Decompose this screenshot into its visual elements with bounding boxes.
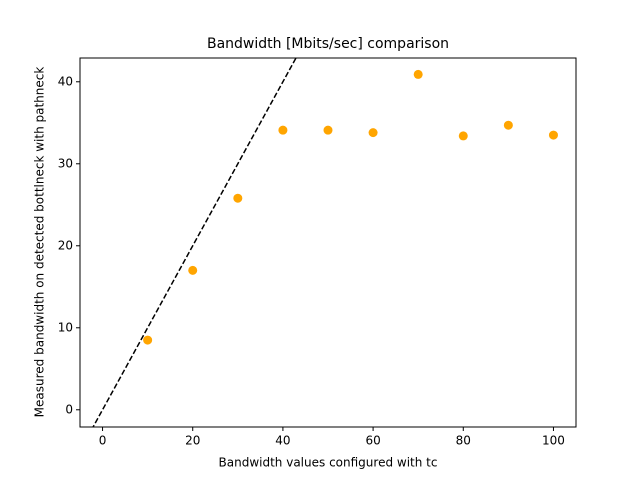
- point: [143, 335, 153, 345]
- point: [278, 125, 288, 135]
- point: [503, 120, 513, 130]
- y-tick-label: 30: [58, 156, 73, 170]
- plot-area: [92, 58, 558, 427]
- point: [413, 69, 423, 79]
- point: [548, 130, 558, 140]
- x-tick-label: 60: [365, 434, 380, 448]
- plot-frame: [79, 57, 577, 428]
- y-tick-label: 20: [58, 238, 73, 252]
- point: [233, 193, 243, 203]
- y-axis-label: Measured bandwidth on detected bottlneck…: [33, 67, 47, 418]
- y-tick-label: 0: [65, 402, 73, 416]
- x-tick-label: 40: [275, 434, 290, 448]
- x-axis-label: Bandwidth values configured with tc: [219, 456, 438, 470]
- x-tick-label: 100: [542, 434, 565, 448]
- y-tick-label: 10: [58, 320, 73, 334]
- x-tick-label: 80: [456, 434, 471, 448]
- x-tick-label: 0: [99, 434, 107, 448]
- point: [188, 265, 198, 275]
- point: [323, 125, 333, 135]
- y-tick-label: 40: [58, 74, 73, 88]
- x-tick-label: 20: [185, 434, 200, 448]
- reference-line: [92, 58, 297, 427]
- point: [368, 128, 378, 138]
- chart-title: Bandwidth [Mbits/sec] comparison: [207, 36, 449, 52]
- point: [458, 131, 468, 141]
